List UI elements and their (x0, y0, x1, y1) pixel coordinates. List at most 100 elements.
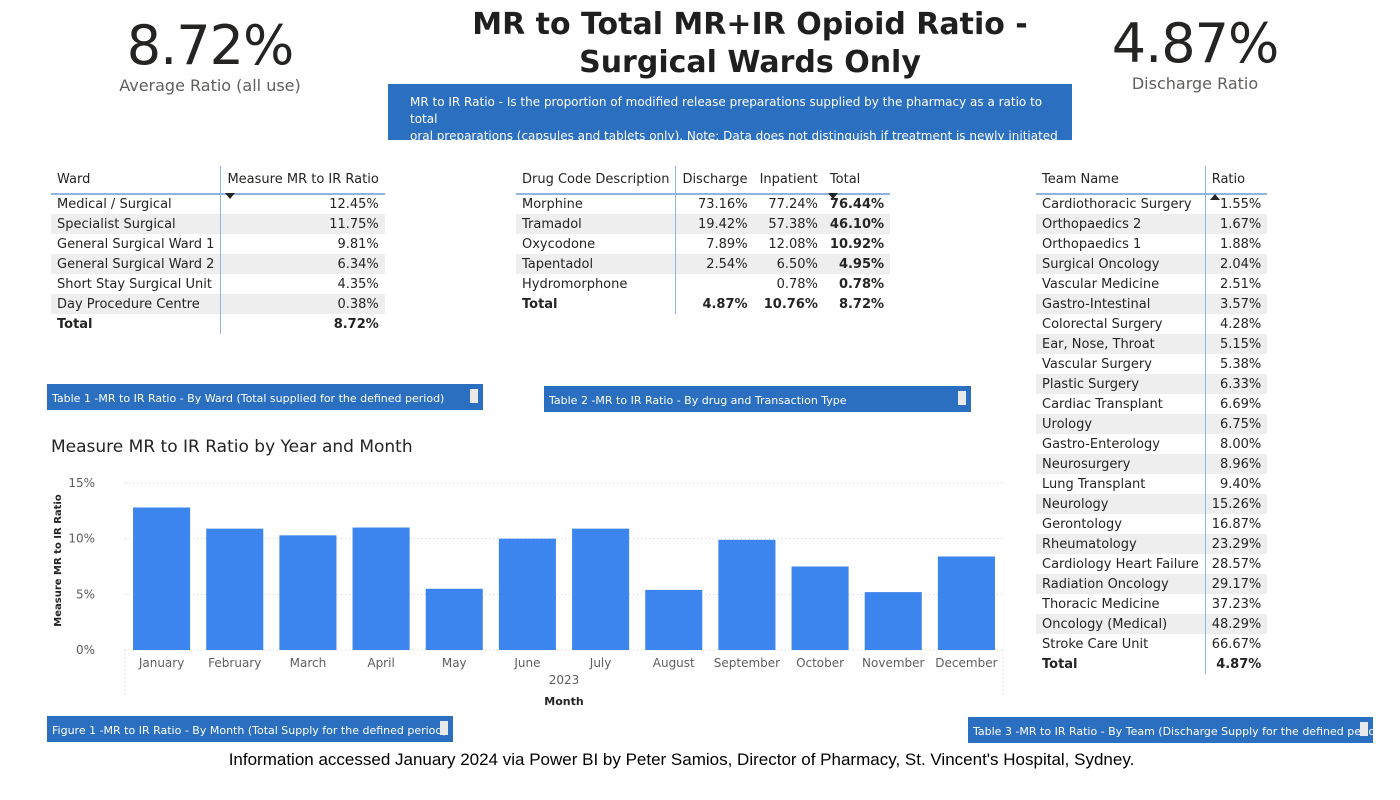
table-row[interactable]: Orthopaedics 1 1.88% (1036, 234, 1267, 254)
measure-column-header[interactable]: Measure MR to IR Ratio (221, 166, 385, 199)
table-row[interactable]: Tramadol 19.42% 57.38% 46.10% (516, 214, 891, 234)
table-row[interactable]: Thoracic Medicine 37.23% (1036, 594, 1267, 614)
row-value-cell: 5.15% (1205, 334, 1268, 354)
table-row[interactable]: Neurology 15.26% (1036, 494, 1268, 514)
ratio-column-header[interactable]: Ratio (1205, 166, 1267, 200)
table-total-row: Total 8.72% (51, 314, 385, 334)
kpi-average-ratio: 8.72% Average Ratio (all use) (100, 14, 320, 96)
x-tick-label: June (513, 656, 540, 670)
kpi-discharge-ratio-label: Discharge Ratio (1131, 74, 1259, 93)
table-row[interactable]: Cardiac Transplant 6.69% (1036, 394, 1267, 414)
row-value-cell: 3.57% (1205, 294, 1268, 314)
table-row[interactable]: Stroke Care Unit 66.67% (1036, 634, 1267, 654)
total-label-cell: Total (1036, 654, 1206, 674)
total-column-header[interactable]: Total (824, 166, 890, 199)
table-row[interactable]: Cardiothoracic Surgery 1.55% (1036, 194, 1267, 214)
table-row[interactable]: Gastro-Intestinal 3.57% (1036, 294, 1268, 314)
inpatient-column-header[interactable]: Inpatient (759, 172, 818, 187)
table-row[interactable]: Ear, Nose, Throat 5.15% (1036, 334, 1268, 354)
table-row[interactable]: Specialist Surgical 11.75% (51, 214, 385, 234)
month-chart-caption: Figure 1 -MR to IR Ratio - By Month (Tot… (47, 716, 453, 742)
bar-july (572, 528, 630, 650)
table-row[interactable]: Morphine 73.16% 77.24% 76.44% (516, 194, 890, 214)
total-value-cell: 8.72% (838, 296, 885, 312)
x-axis-title: Month (544, 695, 583, 708)
kpi-average-ratio-label: Average Ratio (all use) (119, 76, 301, 95)
table-row[interactable]: Oncology (Medical) 48.29% (1036, 614, 1268, 634)
row-label-cell: Hydromorphone (516, 274, 677, 294)
table-row[interactable]: Gastro-Enterology 8.00% (1036, 434, 1267, 454)
table-row[interactable]: Gerontology 16.87% (1036, 514, 1267, 534)
table-row[interactable]: Hydromorphone 0.78% 0.78% (516, 274, 890, 294)
row-value-cell: 19.42% (675, 214, 754, 234)
table-row[interactable]: Tapentadol 2.54% 6.50% 4.95% (516, 254, 891, 274)
table-row[interactable]: Vascular Surgery 5.38% (1036, 354, 1267, 374)
table-row[interactable]: Colorectal Surgery 4.28% (1036, 314, 1267, 334)
table-row[interactable]: Medical / Surgical 12.45% (51, 194, 385, 214)
team-name-column-header[interactable]: Team Name (1036, 166, 1206, 194)
table-row[interactable]: Neurosurgery 8.96% (1036, 454, 1268, 474)
row-value-cell: 4.35% (337, 276, 379, 292)
total-label-cell: Total (516, 294, 677, 314)
row-value-cell: 7.89% (706, 236, 748, 252)
table-row[interactable]: Vascular Medicine 2.51% (1036, 274, 1267, 294)
row-value-cell: 9.40% (1219, 476, 1262, 492)
row-value-cell: 1.67% (1205, 214, 1268, 234)
table-row[interactable]: General Surgical Ward 1 9.81% (51, 234, 385, 254)
row-value-cell: 0.78% (838, 276, 885, 292)
row-value-cell: 73.16% (697, 197, 748, 212)
description-line-2: oral preparations (capsules and tablets … (410, 129, 1058, 160)
row-label-cell: Rheumatology (1036, 534, 1206, 554)
table-row[interactable]: Rheumatology 23.29% (1036, 534, 1268, 554)
scroll-handle-icon[interactable] (958, 391, 966, 405)
row-label-cell: Lung Transplant (1036, 474, 1206, 494)
x-tick-label: April (367, 656, 394, 670)
row-label-cell: Orthopaedics 2 (1036, 214, 1206, 234)
table-row[interactable]: General Surgical Ward 2 6.34% (51, 254, 385, 274)
scroll-handle-icon[interactable] (470, 389, 478, 403)
scroll-handle-icon[interactable] (440, 721, 448, 735)
row-value-cell: 29.17% (1205, 574, 1268, 594)
kpi-average-ratio-value: 8.72% (126, 14, 295, 77)
month-chart-caption-text: Figure 1 -MR to IR Ratio - By Month (Tot… (52, 724, 447, 737)
row-value-cell: 28.57% (1211, 556, 1262, 572)
x-tick-label: February (208, 656, 261, 670)
drug-column-header[interactable]: Drug Code Description (516, 166, 677, 194)
drug-table-header-row: Drug Code Description Discharge Inpatien… (516, 166, 891, 199)
table-row[interactable]: Surgical Oncology 2.04% (1036, 254, 1268, 274)
description-box: MR to IR Ratio - Is the proportion of mo… (388, 84, 1072, 160)
page-title-line-1: MR to Total MR+IR Opioid Ratio - (472, 7, 1028, 42)
row-value-cell: 15.26% (1205, 494, 1268, 514)
discharge-column-header[interactable]: Discharge (682, 172, 748, 187)
table-row[interactable]: Oxycodone 7.89% 12.08% 10.92% (516, 234, 890, 254)
table-row[interactable]: Plastic Surgery 6.33% (1036, 374, 1268, 394)
total-value-cell: 8.72% (333, 316, 379, 332)
ward-column-header[interactable]: Ward (51, 166, 222, 194)
row-label-cell: Gastro-Enterology (1036, 434, 1206, 454)
table-row[interactable]: Radiation Oncology 29.17% (1036, 574, 1268, 594)
row-value-cell: 37.23% (1211, 596, 1262, 612)
table-row[interactable]: Orthopaedics 2 1.67% (1036, 214, 1268, 234)
ward-table-body: Medical / Surgical 12.45% Specialist Surgi… (51, 194, 385, 334)
page-title: MR to Total MR+IR Opioid Ratio - Surgica… (395, 6, 1105, 82)
row-value-cell: 11.75% (220, 214, 385, 234)
row-label-cell: Neurosurgery (1036, 454, 1206, 474)
y-tick-label: 0% (76, 643, 95, 657)
table-row[interactable]: Cardiology Heart Failure 28.57% (1036, 554, 1267, 574)
x-tick-label: December (935, 656, 997, 670)
team-table-header-row: Team Name Ratio (1036, 166, 1268, 200)
row-label-cell: Morphine (516, 194, 677, 214)
row-label-cell: Specialist Surgical (51, 214, 222, 234)
table-row[interactable]: Day Procedure Centre 0.38% (51, 294, 385, 314)
ward-table-caption-text: Table 1 -MR to IR Ratio - By Ward (Total… (52, 392, 445, 405)
table-total-row: Total 4.87% 10.76% 8.72% (516, 294, 890, 314)
table-row[interactable]: Lung Transplant 9.40% (1036, 474, 1267, 494)
drug-table-body: Morphine 73.16% 77.24% 76.44% Tramadol 19.42%… (516, 194, 891, 314)
table-row[interactable]: Short Stay Surgical Unit 4.35% (51, 274, 385, 294)
row-value-cell: 6.33% (1205, 374, 1268, 394)
row-label-cell: Ear, Nose, Throat (1036, 334, 1206, 354)
bar-june (498, 538, 556, 650)
table-row[interactable]: Urology 6.75% (1036, 414, 1268, 434)
drug-table-caption-text: Table 2 -MR to IR Ratio - By drug and Tr… (549, 394, 847, 407)
scroll-handle-icon[interactable] (1360, 722, 1368, 736)
